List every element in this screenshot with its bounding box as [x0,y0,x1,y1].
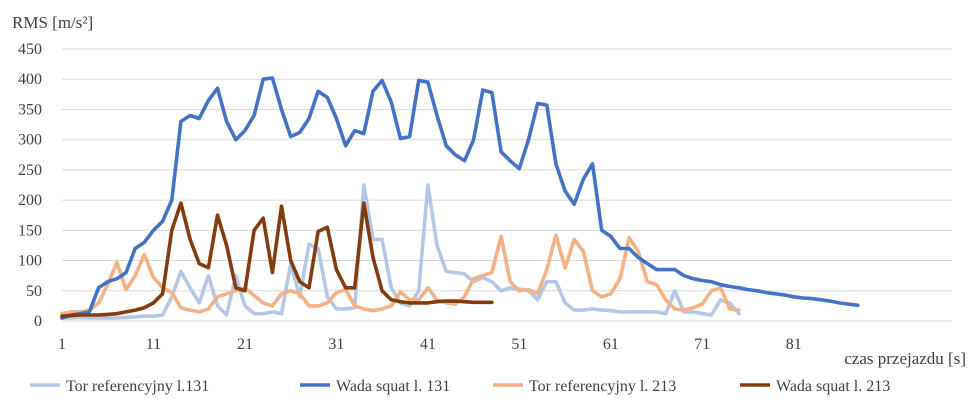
legend-item: Wada squat l. 131 [300,378,450,395]
x-axis-ticks: 1 11 21 31 41 51 61 71 81 [58,336,802,353]
y-axis-title: RMS [m/s²] [12,13,93,32]
y-tick-label: 50 [26,283,42,300]
x-tick-label: 51 [511,336,527,353]
gridlines [62,48,952,322]
x-tick-label: 21 [237,336,253,353]
y-tick-label: 0 [34,313,42,330]
x-tick-label: 41 [420,336,436,353]
y-tick-label: 300 [18,132,42,149]
legend-item: Wada squat l. 213 [740,378,890,395]
x-tick-label: 1 [58,336,66,353]
x-tick-label: 11 [146,336,161,353]
x-tick-label: 81 [786,336,802,353]
y-tick-label: 400 [18,71,42,88]
series-line-2 [60,76,860,320]
plot-area [60,76,860,320]
legend: Tor referencyjny l.131 Wada squat l. 131 T… [30,378,890,395]
series-line-4 [60,201,494,319]
legend-label: Wada squat l. 131 [336,378,450,395]
y-tick-label: 100 [18,253,42,270]
legend-label: Tor referencyjny l.131 [66,378,209,395]
legend-label: Wada squat l. 213 [776,378,890,395]
y-tick-label: 200 [18,192,42,209]
y-tick-label: 350 [18,101,42,118]
legend-item: Tor referencyjny l.131 [30,378,209,395]
series-line-3 [60,233,741,316]
legend-item: Tor referencyjny l. 213 [493,378,676,395]
y-tick-label: 150 [18,222,42,239]
x-tick-label: 71 [694,336,710,353]
y-tick-label: 450 [18,41,42,58]
y-tick-label: 250 [18,162,42,179]
x-axis-title: czas przejazdu [s] [844,349,966,368]
y-axis-ticks: 0 50 100 150 200 250 300 350 400 450 [18,41,42,330]
x-tick-label: 31 [328,336,344,353]
legend-label: Tor referencyjny l. 213 [529,378,676,395]
x-tick-label: 61 [603,336,619,353]
